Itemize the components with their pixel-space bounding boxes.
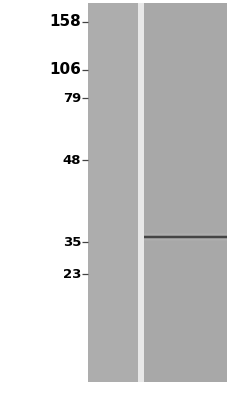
Text: 35: 35 <box>62 236 81 248</box>
Text: 48: 48 <box>62 154 81 166</box>
Bar <box>87 3 137 382</box>
Text: 106: 106 <box>49 62 81 78</box>
Text: 23: 23 <box>62 268 81 280</box>
Bar <box>143 3 227 382</box>
Text: 79: 79 <box>62 92 81 104</box>
Bar <box>137 3 143 382</box>
Text: 158: 158 <box>49 14 81 30</box>
